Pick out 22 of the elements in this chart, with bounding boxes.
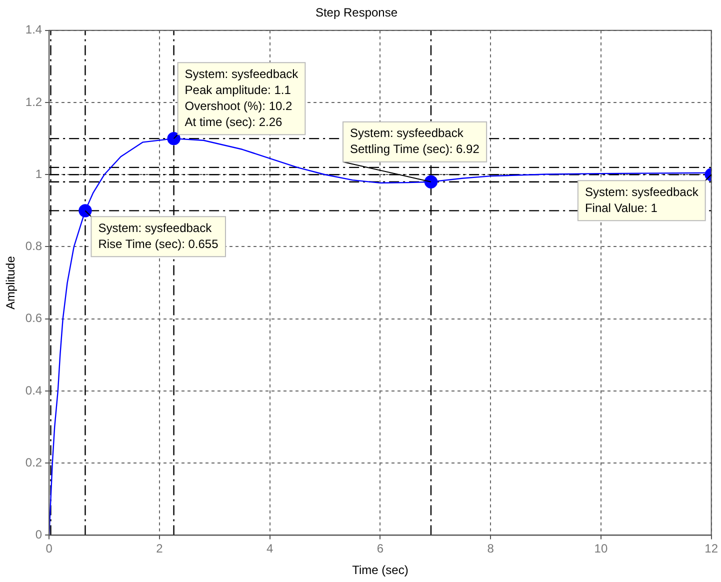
x-tick-label: 0 (46, 542, 53, 556)
y-tick-label: 1 (35, 166, 42, 181)
y-tick-label: 0.4 (25, 383, 42, 398)
annotation: System: sysfeedback Rise Time (sec): 0.655 (98, 221, 219, 251)
x-axis-title: Time (sec) (352, 563, 408, 578)
x-tick-label: 6 (376, 542, 384, 556)
x-tick-label: 2 (156, 542, 164, 556)
x-tick-label: 10 (594, 542, 608, 556)
x-tick-label: 12 (704, 542, 718, 556)
y-tick-label: 1.2 (25, 94, 42, 109)
y-axis-title: Amplitude (4, 256, 18, 310)
y-tick-label: 1.4 (25, 22, 42, 37)
y-tick-label: 0 (35, 528, 42, 542)
annotation: System: sysfeedback Final Value: 1 (584, 184, 700, 215)
y-tick-label: 0.8 (25, 239, 42, 254)
x-tick-label: 4 (266, 542, 274, 556)
y-tick-label: 0.2 (25, 455, 42, 470)
annotation: System: sysfeedback Settling Time (sec): 6.92 (350, 126, 480, 156)
chart-title: Step Response (315, 6, 398, 20)
x-tick-label: 8 (487, 542, 494, 556)
annotation: System: sysfeedback Peak amplitude: 1.1 Overshoot (%): 10.2 At time (sec): 2.26 (184, 66, 300, 129)
y-tick-label: 0.6 (25, 311, 42, 326)
